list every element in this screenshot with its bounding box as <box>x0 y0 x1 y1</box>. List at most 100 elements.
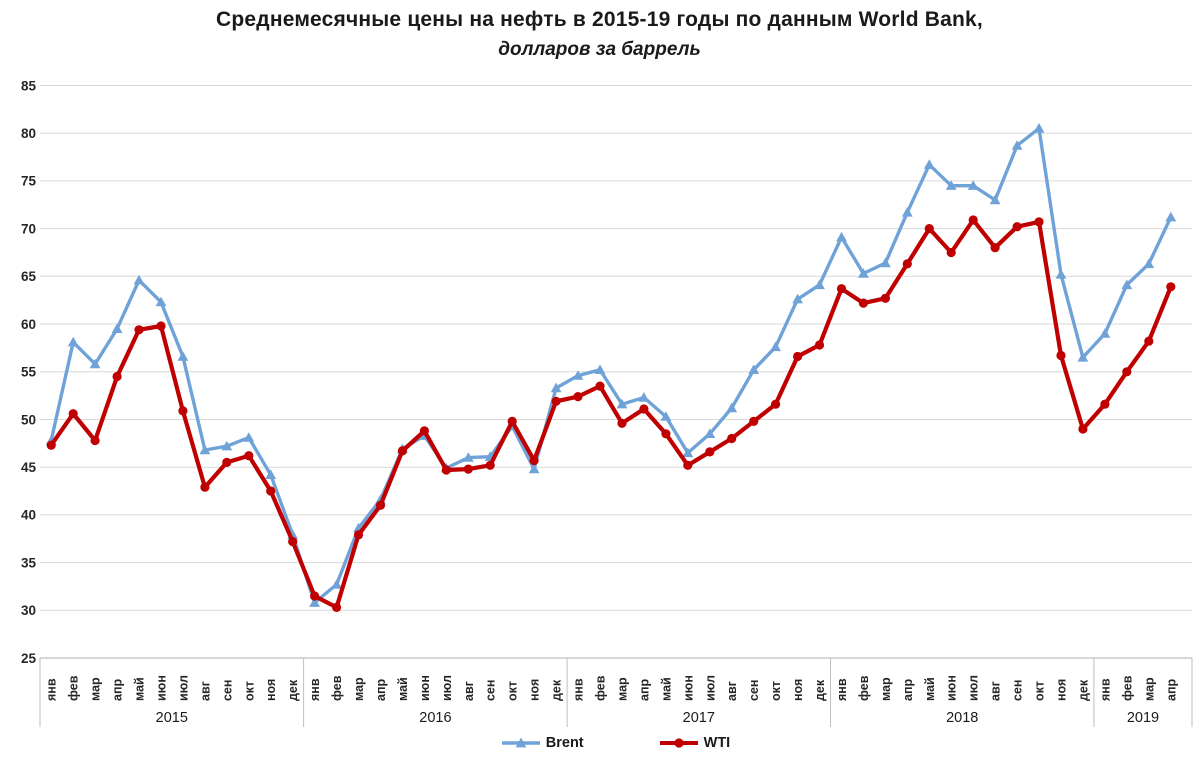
wti-data-point <box>46 440 56 450</box>
month-tick-label: янв <box>308 678 322 701</box>
month-tick-label: сен <box>484 680 498 701</box>
month-tick-label: фев <box>67 675 81 701</box>
wti-data-point <box>771 399 781 409</box>
brent-data-point <box>989 194 1001 205</box>
brent-data-point <box>1143 258 1155 269</box>
brent-data-point <box>770 341 781 352</box>
month-tick-label: сен <box>747 680 761 701</box>
month-tick-label: апр <box>901 678 915 701</box>
brent-data-point <box>704 428 716 438</box>
month-tick-label: дек <box>550 679 564 701</box>
brent-data-point <box>1165 211 1177 222</box>
wti-data-point <box>902 259 912 269</box>
year-label: 2016 <box>419 710 451 726</box>
wti-data-point <box>156 321 166 331</box>
month-tick-label: авг <box>198 681 212 701</box>
month-tick-label: ноя <box>264 679 278 701</box>
month-tick-label: апр <box>111 678 125 701</box>
month-tick-label: фев <box>1120 675 1134 701</box>
chart-title-block: Среднемесячные цены на нефть в 2015-19 г… <box>0 8 1199 61</box>
month-tick-label: апр <box>374 678 388 701</box>
brent-data-point <box>243 432 255 442</box>
brent-data-point <box>923 159 935 169</box>
year-label: 2018 <box>946 710 978 726</box>
brent-data-point <box>594 364 606 374</box>
wti-data-point <box>288 537 298 547</box>
y-axis-tick-label: 65 <box>21 269 37 284</box>
month-tick-label: янв <box>1098 678 1112 701</box>
wti-data-point <box>310 591 320 601</box>
wti-data-point <box>419 426 429 436</box>
wti-data-point <box>661 429 671 439</box>
brent-data-point <box>1055 269 1067 279</box>
month-tick-label: окт <box>242 681 256 701</box>
month-tick-label: авг <box>462 681 476 701</box>
wti-data-point <box>244 451 254 461</box>
wti-data-point <box>946 247 956 258</box>
month-tick-label: мар <box>616 677 630 701</box>
wti-data-point <box>705 447 715 457</box>
legend-item-brent: Brent <box>500 735 584 751</box>
brent-data-point <box>858 268 869 278</box>
year-label: 2017 <box>683 710 715 726</box>
month-tick-label: дек <box>1076 679 1090 701</box>
wti-data-point <box>463 464 473 474</box>
y-axis-tick-label: 60 <box>21 317 36 332</box>
month-tick-label: мар <box>1142 677 1156 701</box>
brent-data-point <box>550 382 562 393</box>
month-tick-label: авг <box>725 681 739 701</box>
wti-data-point <box>639 404 649 414</box>
month-tick-label: июл <box>703 675 717 701</box>
brent-data-point <box>638 392 650 402</box>
wti-data-point <box>814 340 825 350</box>
y-axis-tick-label: 30 <box>21 603 36 618</box>
month-tick-label: апр <box>637 678 651 701</box>
wti-data-point <box>1078 424 1088 434</box>
brent-data-point <box>616 398 628 409</box>
month-tick-label: апр <box>1164 678 1178 701</box>
wti-data-point <box>551 396 561 406</box>
brent-data-point <box>1099 328 1111 338</box>
wti-data-point <box>573 392 583 402</box>
wti-data-point <box>375 500 386 510</box>
wti-data-point <box>880 293 891 303</box>
wti-data-point <box>595 381 605 391</box>
month-tick-label: фев <box>857 675 871 701</box>
brent-data-point <box>945 180 957 190</box>
wti-data-point <box>134 325 144 335</box>
wti-data-point <box>178 406 188 416</box>
y-axis-tick-label: 45 <box>21 460 37 475</box>
month-tick-label: янв <box>572 678 586 701</box>
month-tick-label: окт <box>769 681 783 701</box>
month-tick-label: фев <box>594 675 608 701</box>
wti-line <box>49 217 1173 610</box>
brent-data-point <box>1011 140 1023 150</box>
month-tick-label: мар <box>352 677 366 701</box>
wti-data-point <box>924 224 934 234</box>
wti-data-point <box>485 460 495 470</box>
brent-data-point <box>1121 279 1133 290</box>
wti-data-point <box>1122 367 1132 377</box>
brent-data-point <box>111 323 123 333</box>
brent-data-point <box>309 597 320 607</box>
month-tick-label: ноя <box>528 679 542 701</box>
wti-data-point <box>1100 399 1110 409</box>
y-axis-tick-label: 40 <box>21 508 36 523</box>
brent-data-point <box>967 180 979 190</box>
brent-data-point <box>682 447 694 458</box>
month-tick-label: июн <box>945 675 959 701</box>
legend-label-brent: Brent <box>545 735 584 751</box>
month-tick-label: июн <box>681 675 695 701</box>
month-tick-label: ноя <box>791 679 805 701</box>
y-axis-tick-label: 25 <box>21 651 37 666</box>
legend-item-wti: WTI <box>658 735 730 751</box>
brent-data-point <box>836 231 847 242</box>
wti-data-point <box>683 460 693 470</box>
brent-data-point <box>726 402 738 413</box>
month-tick-label: янв <box>835 678 849 701</box>
wti-data-point <box>529 455 539 466</box>
wti-data-point <box>1166 282 1176 292</box>
brent-data-point <box>133 274 145 285</box>
month-tick-label: дек <box>813 679 827 701</box>
